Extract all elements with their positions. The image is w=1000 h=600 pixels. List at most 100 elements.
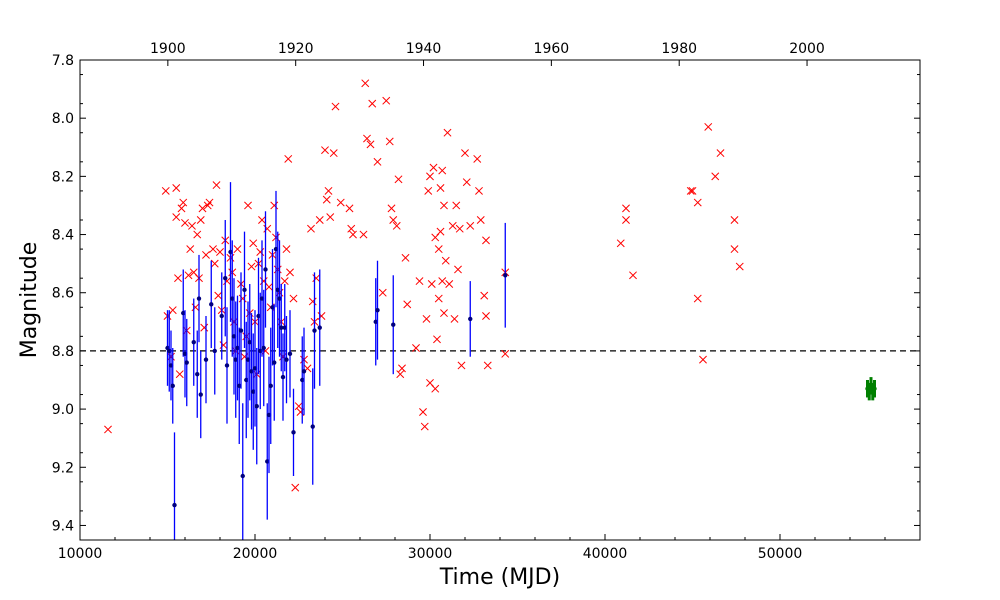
- errorbar-point: [272, 304, 277, 421]
- cross-marker: [363, 134, 371, 143]
- cross-marker: [258, 216, 266, 224]
- cross-stroke: [730, 245, 739, 254]
- cross-marker: [308, 297, 317, 306]
- cross-stroke: [455, 224, 464, 233]
- cross-marker: [688, 186, 697, 195]
- data-point: [300, 377, 305, 383]
- data-point: [391, 322, 396, 327]
- cross-stroke: [238, 294, 247, 303]
- cross-stroke: [441, 256, 450, 265]
- cross-marker: [256, 248, 265, 256]
- cross-stroke: [387, 204, 396, 213]
- cross-stroke: [366, 140, 375, 149]
- cross-stroke: [398, 364, 406, 373]
- cross-marker: [461, 149, 469, 158]
- x-axis-title: Time (MJD): [439, 565, 560, 590]
- cross-marker: [284, 154, 293, 163]
- cross-marker: [622, 204, 630, 213]
- errorbar-point: [256, 257, 261, 375]
- data-point: [203, 357, 209, 362]
- errorbar-point: [373, 278, 378, 366]
- cross-stroke: [175, 370, 184, 379]
- cross-marker: [424, 186, 433, 195]
- cross-marker: [263, 224, 272, 233]
- errorbar-point: [209, 260, 214, 348]
- errorbar-point: [259, 240, 265, 357]
- cross-stroke: [448, 221, 457, 230]
- errorbar-point: [261, 289, 266, 407]
- cross-stroke: [291, 483, 300, 492]
- cross-stroke: [247, 262, 256, 271]
- cross-marker: [387, 204, 396, 213]
- cross-marker: [426, 172, 434, 181]
- x-tick-label: 50000: [758, 546, 803, 562]
- cross-stroke: [436, 184, 445, 192]
- cross-marker: [174, 274, 182, 283]
- cross-stroke: [426, 172, 434, 181]
- cross-marker: [307, 224, 315, 233]
- y-tick-label: 8.8: [52, 344, 74, 360]
- cross-stroke: [289, 294, 298, 303]
- cross-marker: [322, 195, 331, 204]
- errorbar-point: [223, 220, 228, 337]
- cross-stroke: [434, 294, 443, 303]
- cross-marker: [392, 221, 401, 230]
- errorbar-point: [203, 316, 209, 404]
- cross-marker: [431, 384, 440, 393]
- cross-stroke: [198, 204, 207, 213]
- cross-stroke: [233, 245, 242, 254]
- cross-marker: [179, 198, 188, 207]
- errorbar-point: [375, 260, 380, 360]
- data-point: [287, 351, 293, 357]
- errorbar-point: [184, 318, 189, 407]
- top-tick-label: 1940: [406, 41, 442, 57]
- cross-marker: [315, 216, 324, 224]
- cross-stroke: [412, 344, 420, 352]
- cross-marker: [450, 314, 459, 323]
- y-tick-label: 8.0: [52, 111, 74, 127]
- cross-marker: [716, 149, 725, 158]
- cross-marker: [445, 280, 454, 288]
- data-point: [284, 357, 289, 362]
- cross-stroke: [244, 201, 252, 210]
- cross-marker: [482, 312, 490, 320]
- cross-stroke: [473, 154, 482, 163]
- plot-frame: [79, 59, 921, 541]
- data-point: [282, 325, 287, 330]
- cross-stroke: [438, 277, 447, 286]
- data-point: [191, 339, 196, 345]
- data-point: [195, 371, 200, 377]
- errorbar-point: [287, 310, 293, 398]
- cross-marker: [196, 216, 205, 224]
- cross-stroke: [368, 99, 377, 108]
- cross-marker: [704, 122, 713, 131]
- errorbar-point: [212, 307, 217, 395]
- cross-marker: [280, 277, 289, 286]
- cross-marker: [104, 425, 112, 434]
- errorbar-point: [219, 272, 224, 360]
- data-point: [280, 374, 286, 380]
- cross-marker: [329, 149, 338, 158]
- errorbar-point: [258, 292, 263, 410]
- top-tick-label: 1900: [150, 41, 186, 57]
- cross-marker: [440, 201, 448, 210]
- data-point: [272, 360, 277, 365]
- cross-marker: [436, 184, 445, 192]
- cross-marker: [616, 239, 625, 248]
- cross-marker: [172, 213, 181, 222]
- cross-marker: [415, 277, 424, 286]
- cross-stroke: [401, 253, 410, 262]
- cross-marker: [175, 370, 184, 379]
- cross-marker: [168, 306, 177, 315]
- cross-marker: [693, 198, 702, 207]
- cross-stroke: [457, 361, 466, 370]
- y-tick-label: 9.0: [52, 402, 74, 418]
- data-point: [219, 313, 224, 319]
- cross-marker: [366, 140, 375, 149]
- data-point: [275, 287, 280, 293]
- data-point: [258, 348, 263, 354]
- data-point: [310, 424, 315, 429]
- cross-stroke: [424, 186, 433, 195]
- errorbar-point: [195, 330, 200, 418]
- cross-stroke: [629, 271, 637, 280]
